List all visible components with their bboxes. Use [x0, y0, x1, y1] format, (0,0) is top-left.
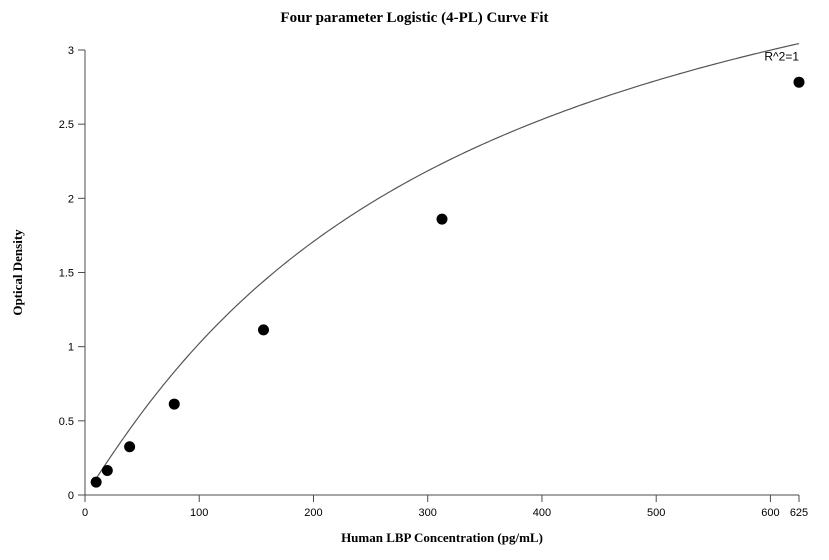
x-tick-label: 300: [419, 507, 437, 519]
x-tick-label: 200: [304, 507, 322, 519]
x-tick-label: 400: [533, 507, 551, 519]
plot-background: [85, 50, 799, 495]
y-tick-label: 3: [68, 45, 74, 57]
y-tick-label: 2: [68, 193, 74, 205]
plot-area: 0 100 200 300 400 500 600 625 0 0.5 1 1.5 2 2.5 3 R^2…: [59, 44, 808, 519]
chart-container: Four parameter Logistic (4-PL) Curve Fit…: [0, 0, 829, 560]
data-point: [124, 441, 135, 452]
y-tick-label: 1.5: [59, 268, 74, 280]
y-axis-label: Optical Density: [10, 229, 25, 316]
y-tick-label: 1: [68, 342, 74, 354]
data-point: [169, 399, 180, 410]
data-point: [794, 77, 805, 88]
chart-title: Four parameter Logistic (4-PL) Curve Fit: [280, 10, 548, 26]
x-tick-label: 600: [761, 507, 779, 519]
y-tick-label: 0: [68, 490, 74, 502]
x-tick-label: 500: [647, 507, 665, 519]
x-axis-label: Human LBP Concentration (pg/mL): [341, 530, 543, 545]
chart-svg: Four parameter Logistic (4-PL) Curve Fit…: [0, 0, 829, 560]
x-tick-label: 0: [82, 507, 88, 519]
data-point: [102, 465, 113, 476]
data-point: [258, 324, 269, 335]
r-squared-annotation: R^2=1: [764, 49, 799, 63]
x-tick-label: 625: [790, 507, 808, 519]
data-point: [91, 477, 102, 488]
y-tick-label: 2.5: [59, 119, 74, 131]
y-tick-label: 0.5: [59, 416, 74, 428]
x-tick-label: 100: [190, 507, 208, 519]
data-point: [437, 214, 448, 225]
